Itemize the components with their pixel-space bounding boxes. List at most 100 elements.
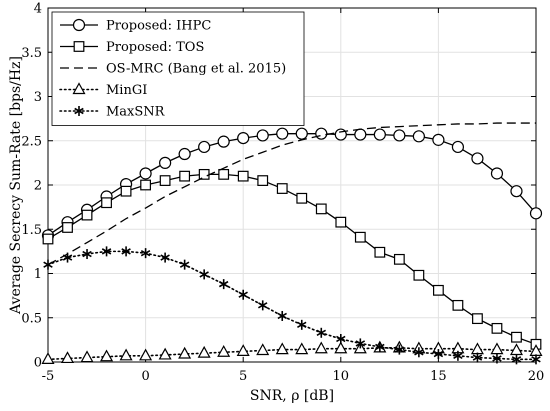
legend-marker (72, 18, 86, 32)
data-point (354, 231, 366, 243)
data-point (297, 319, 307, 330)
y-tick-label: 4 (34, 2, 42, 17)
data-point (178, 346, 192, 359)
legend-label: Proposed: TOS (106, 40, 204, 55)
data-point (62, 222, 73, 233)
data-point (393, 253, 405, 265)
data-point (276, 183, 288, 194)
data-point (41, 352, 55, 364)
data-point (140, 248, 151, 259)
data-point (42, 233, 54, 245)
data-point (218, 279, 229, 290)
data-point (511, 354, 522, 365)
data-point (296, 192, 308, 204)
x-tick-label: -5 (42, 369, 55, 384)
data-point (198, 140, 211, 154)
y-tick-label: 3.5 (21, 46, 42, 61)
x-tick-label: 10 (333, 369, 350, 384)
data-point (218, 168, 230, 180)
data-point (179, 170, 191, 182)
legend-item-2: OS-MRC (Bang et al. 2015) (60, 62, 286, 77)
series-line-2 (47, 122, 536, 266)
data-point (160, 252, 170, 263)
data-point (256, 129, 269, 142)
legend: Proposed: IHPC Proposed: TOS OS-MRC (Bang … (51, 11, 305, 126)
x-axis-label: SNR, ρ [dB] (250, 388, 334, 404)
data-point (256, 343, 270, 356)
y-tick-label: 1.5 (21, 223, 42, 238)
legend-item-4: MaxSNR (59, 105, 166, 120)
data-point (62, 252, 73, 263)
data-point (61, 351, 75, 364)
legend-marker (72, 82, 86, 95)
x-tick-label: 0 (141, 369, 149, 384)
data-point (197, 345, 211, 358)
legend-item-3: MinGI (59, 82, 147, 98)
data-point (275, 342, 289, 355)
data-point (470, 342, 484, 355)
data-point (101, 197, 112, 209)
data-point (414, 347, 424, 358)
series-line-4 (47, 250, 537, 361)
data-point (178, 147, 191, 161)
data-point (531, 354, 541, 365)
data-point (159, 175, 171, 186)
data-point (257, 175, 269, 186)
data-point (393, 129, 406, 142)
y-tick-label: 0.5 (21, 311, 42, 326)
data-point (217, 135, 230, 148)
data-point (452, 299, 464, 311)
data-point (451, 140, 465, 154)
data-point (121, 246, 131, 257)
legend-label: OS-MRC (Bang et al. 2015) (106, 62, 286, 77)
data-point (257, 300, 268, 311)
data-point (315, 203, 327, 215)
series-line-1 (47, 173, 537, 345)
data-point (374, 246, 386, 258)
y-tick-label: 0 (34, 356, 42, 371)
data-point (354, 128, 367, 141)
x-tick-label: 15 (430, 369, 447, 384)
data-point (140, 179, 152, 191)
data-point (43, 259, 53, 270)
data-point (336, 333, 346, 344)
data-point (375, 341, 385, 352)
data-point (81, 209, 93, 221)
data-point (335, 216, 347, 228)
data-point (491, 322, 503, 334)
legend-item-0: Proposed: IHPC (60, 19, 211, 34)
data-point (217, 345, 231, 357)
legend-label: MinGI (106, 83, 147, 98)
series-3 (41, 340, 543, 364)
data-point (413, 269, 425, 281)
data-point (199, 269, 209, 280)
data-point (394, 344, 405, 355)
x-tick-label: 5 (239, 369, 247, 384)
series-0 (41, 127, 543, 242)
y-axis-label: Average Secrecy Sum-Rate [bps/Hz] (8, 56, 24, 315)
data-point (373, 128, 386, 141)
data-point (511, 331, 522, 343)
y-tick-label: 2 (34, 179, 42, 194)
data-point (277, 310, 287, 321)
data-point (510, 185, 523, 198)
data-point (139, 167, 152, 180)
data-point (295, 127, 308, 140)
data-point (433, 349, 444, 360)
data-point (237, 170, 249, 182)
data-point (236, 344, 250, 356)
data-point (334, 341, 348, 354)
legend-marker (73, 41, 85, 52)
legend-label: MaxSNR (106, 105, 166, 120)
data-point (432, 133, 445, 146)
data-point (139, 348, 153, 361)
data-point (471, 152, 484, 165)
data-point (529, 207, 543, 220)
legend-label: Proposed: IHPC (106, 19, 211, 34)
data-point (159, 156, 172, 169)
legend-item-1: Proposed: TOS (60, 40, 204, 55)
data-point (472, 352, 483, 363)
data-point (179, 259, 190, 270)
series-2 (47, 122, 536, 266)
